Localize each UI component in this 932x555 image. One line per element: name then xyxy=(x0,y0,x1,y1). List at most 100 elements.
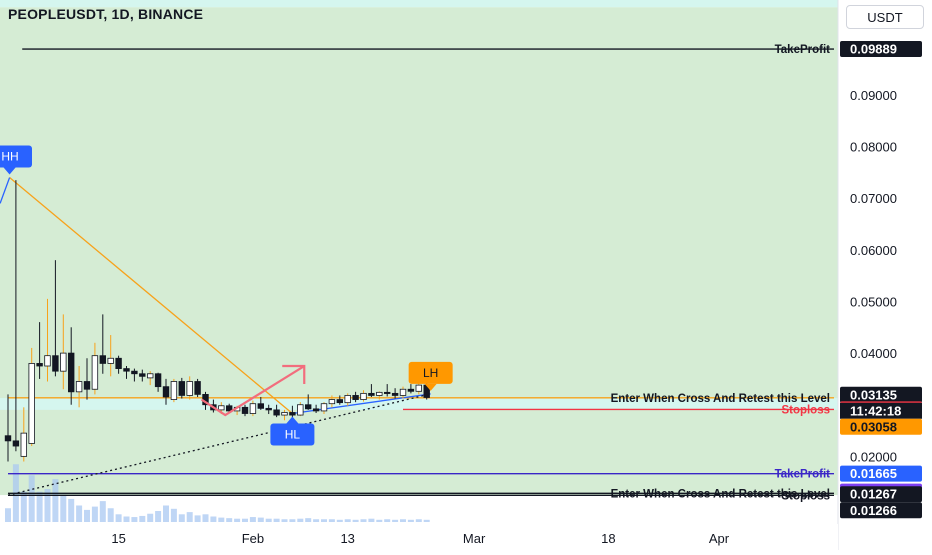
candle-body xyxy=(52,355,59,372)
candle-body xyxy=(186,381,193,396)
price-badge: 0.01665 xyxy=(850,466,897,481)
volume-bar xyxy=(249,517,256,522)
swing-label-box xyxy=(0,145,32,168)
volume-bar xyxy=(226,518,233,522)
volume-bar xyxy=(76,505,83,522)
volume-bar xyxy=(360,519,367,522)
price-tick-label: 0.06000 xyxy=(850,243,897,258)
time-tick-label: 18 xyxy=(601,531,615,546)
volume-bar xyxy=(321,519,327,522)
price-badge: 0.01266 xyxy=(850,503,897,518)
candle-body xyxy=(12,440,20,447)
candle-body xyxy=(281,412,288,416)
swing-label-text: LH xyxy=(423,366,438,380)
swing-label-tip xyxy=(424,383,437,391)
price-tick-label: 0.08000 xyxy=(850,140,897,155)
trendline xyxy=(9,177,293,415)
candle-body xyxy=(36,363,43,367)
volume-bar xyxy=(376,519,383,522)
candle-body xyxy=(273,409,280,416)
candle-body xyxy=(289,412,296,416)
volume-bar xyxy=(107,508,114,522)
price-tick-label: 0.09000 xyxy=(850,88,897,103)
candle-body xyxy=(194,381,201,395)
price-badge-bg xyxy=(840,41,922,58)
level-label: TakeProfit xyxy=(775,44,831,56)
candle-body xyxy=(60,352,67,372)
price-badge-bg xyxy=(840,502,922,519)
swing-label-tip xyxy=(3,167,16,175)
candle-body xyxy=(368,392,375,396)
volume-bar xyxy=(68,498,75,522)
candle-body xyxy=(91,355,99,390)
volume-bar xyxy=(91,506,98,522)
candle-body xyxy=(115,357,122,369)
zone-risk xyxy=(0,398,838,410)
price-badge: 0.09889 xyxy=(850,42,897,57)
volume-bar xyxy=(297,518,304,522)
volume-bar xyxy=(60,494,67,522)
candle-body xyxy=(20,432,27,457)
volume-bar xyxy=(352,519,359,522)
volume-bar xyxy=(392,519,399,522)
volume-bar xyxy=(28,475,35,522)
candle-body xyxy=(107,357,114,364)
zone-reward xyxy=(0,7,838,496)
candle-body xyxy=(383,391,391,394)
candle-body xyxy=(241,406,249,414)
candle-body xyxy=(265,407,272,411)
volume-bar xyxy=(265,518,272,522)
candle-body xyxy=(154,373,162,388)
candle-body xyxy=(44,355,51,367)
time-tick-label: 15 xyxy=(111,531,125,546)
volume-bar xyxy=(257,517,264,522)
volume-bar xyxy=(52,479,59,522)
volume-bar xyxy=(368,518,375,522)
candle-body xyxy=(162,386,170,398)
price-tick-label: 0.05000 xyxy=(850,294,897,309)
swing-label-text: HH xyxy=(1,150,18,164)
volume-bar xyxy=(328,519,335,522)
price-badge: 0.01267 xyxy=(850,487,897,502)
currency-button[interactable]: USDT xyxy=(846,5,924,29)
candle-body xyxy=(28,363,35,444)
volume-bar xyxy=(5,508,11,522)
volume-bar xyxy=(178,514,185,522)
candle-body xyxy=(336,399,343,404)
candle-body xyxy=(83,381,91,390)
trendline xyxy=(0,177,11,204)
volume-bar xyxy=(163,505,169,522)
candle-body xyxy=(225,405,233,412)
candle-body xyxy=(415,384,422,392)
volume-bar xyxy=(423,519,430,522)
countdown-label: 11:42:18 xyxy=(850,403,901,418)
volume-bar xyxy=(336,519,343,522)
price-badge-bg xyxy=(840,386,922,403)
volume-bar xyxy=(170,508,177,522)
swing-label-box xyxy=(408,361,453,384)
volume-bar xyxy=(99,501,106,522)
volume-bar xyxy=(305,518,312,522)
candle-body xyxy=(320,403,328,412)
candle-body xyxy=(123,368,130,372)
volume-bar xyxy=(234,518,241,522)
volume-bar xyxy=(289,519,296,522)
candle-body xyxy=(304,404,312,410)
volume-bar xyxy=(384,519,391,522)
volume-bar xyxy=(36,491,43,522)
time-tick-label: 13 xyxy=(340,531,354,546)
candle-body xyxy=(312,408,320,412)
candle-body xyxy=(68,352,75,393)
volume-bar xyxy=(218,517,225,522)
level-label: Stoploss xyxy=(781,490,830,502)
volume-bar xyxy=(139,515,146,522)
candle-body xyxy=(399,388,407,396)
volume-bar xyxy=(344,519,351,522)
time-axis xyxy=(0,524,838,550)
symbol-title: PEOPLEUSDT, 1D, BINANCE xyxy=(8,6,204,22)
price-badge-bg xyxy=(840,418,922,435)
price-axis xyxy=(838,0,932,550)
candle-body xyxy=(249,403,257,414)
